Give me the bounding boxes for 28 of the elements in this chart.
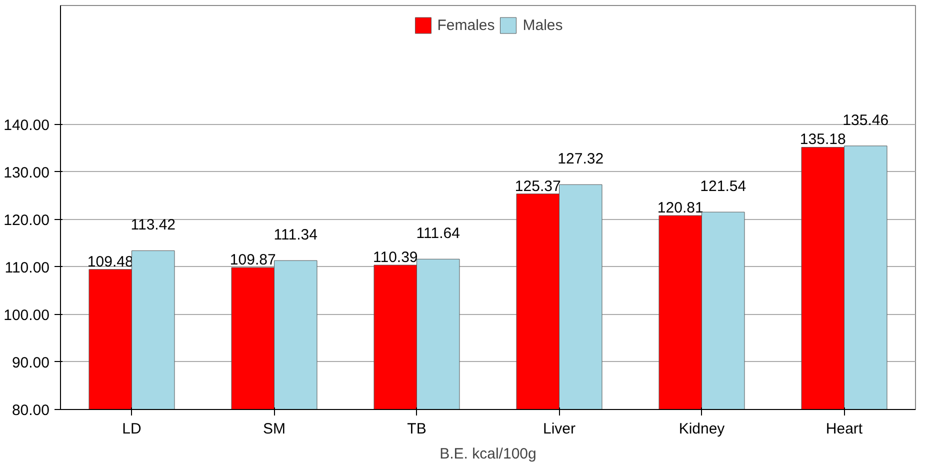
y-tick-label: 140.00 <box>4 116 50 134</box>
data-label: 121.54 <box>700 178 746 196</box>
data-label: 110.39 <box>372 249 418 266</box>
y-tick-label: 120.00 <box>4 212 50 229</box>
x-tick-label: TB <box>407 420 426 438</box>
y-tick-label: 130.00 <box>4 164 50 182</box>
data-label: 135.46 <box>842 112 889 129</box>
data-label: 111.34 <box>274 226 318 244</box>
data-label: 113.42 <box>130 216 176 234</box>
data-label: 109.87 <box>230 252 276 269</box>
data-label: 109.48 <box>87 253 134 270</box>
x-tick-label: SM <box>263 420 286 438</box>
x-tick-label: Heart <box>826 420 864 438</box>
legend-label: Females <box>437 16 495 34</box>
y-tick-label: 110.00 <box>4 259 50 276</box>
legend-label: Males <box>522 16 563 34</box>
x-axis-title: B.E. kcal/100g <box>440 446 536 462</box>
y-tick-label: 90.00 <box>12 354 50 372</box>
data-label: 127.32 <box>558 150 604 168</box>
x-tick-label: Liver <box>542 420 576 438</box>
data-label: 111.64 <box>416 225 460 242</box>
x-tick-label: LD <box>122 420 142 438</box>
data-label: 120.81 <box>657 200 704 217</box>
y-tick-label: 80.00 <box>12 402 50 419</box>
data-label: 135.18 <box>800 131 846 148</box>
data-label: 125.37 <box>514 178 561 195</box>
x-tick-label: Kidney <box>678 420 726 438</box>
y-tick-label: 100.00 <box>4 306 50 324</box>
